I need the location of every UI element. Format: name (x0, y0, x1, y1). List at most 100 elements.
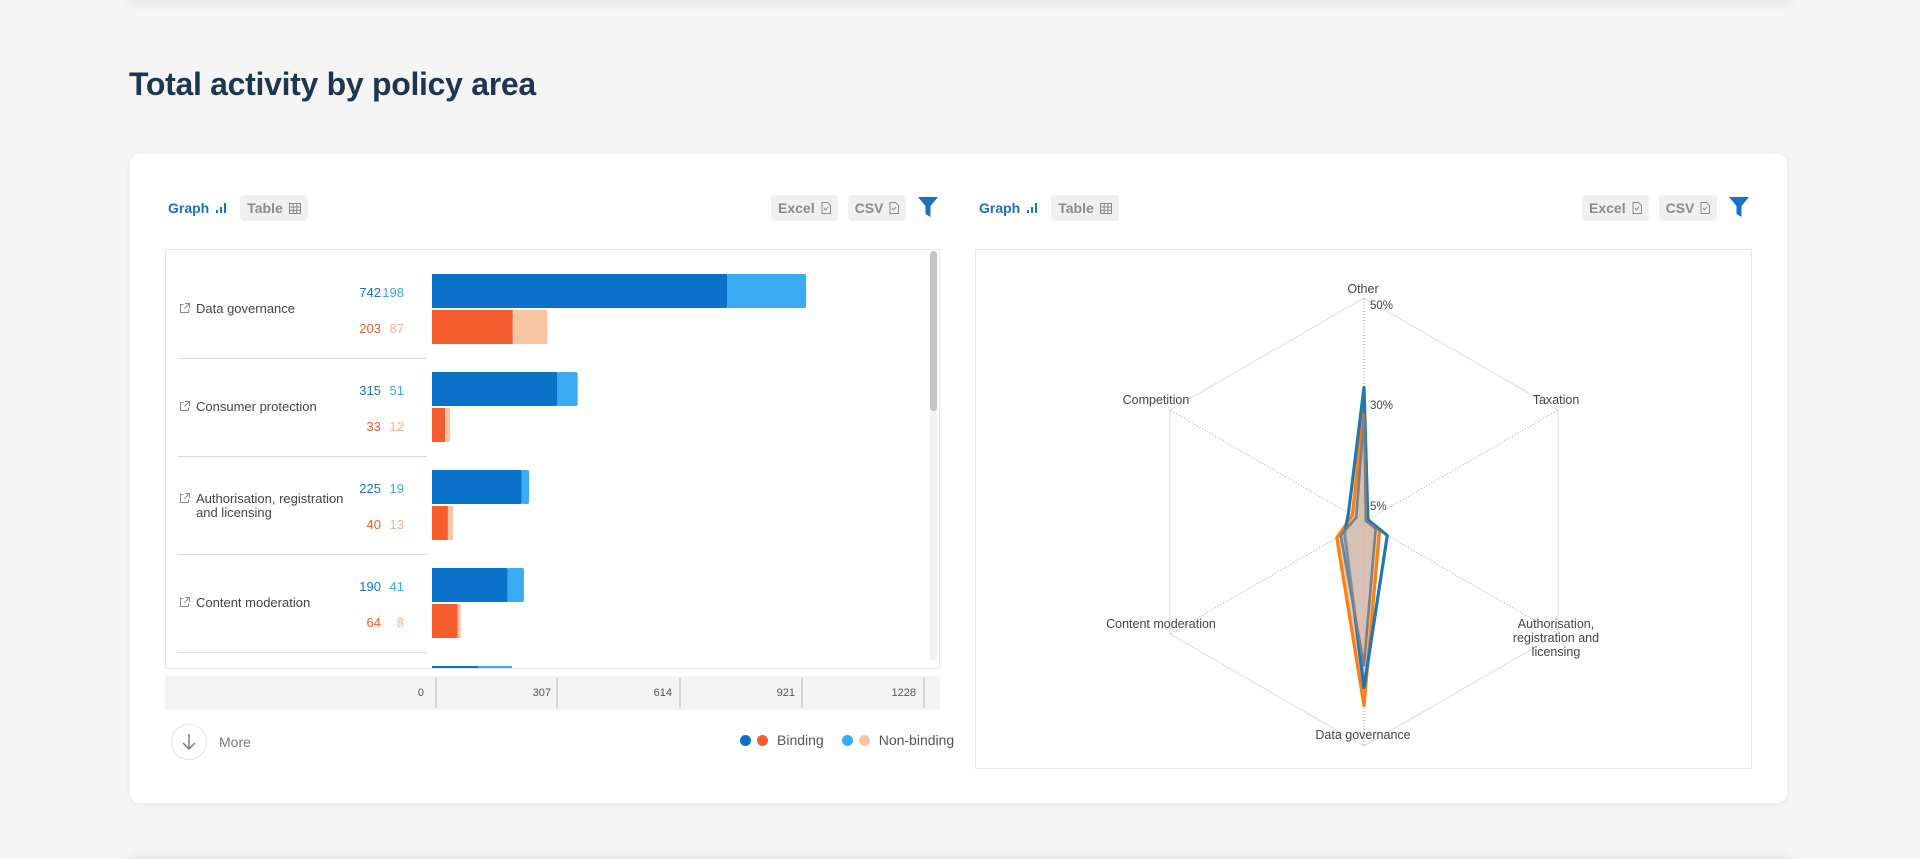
x-gridline (556, 678, 558, 708)
bar-non-binding-orange[interactable] (512, 310, 548, 344)
row-label[interactable]: Content moderation (179, 596, 349, 610)
row-label[interactable]: Data governance (179, 302, 349, 316)
legend-swatch-orange (757, 734, 768, 746)
right-csv-button[interactable]: CSV (1658, 195, 1718, 221)
x-tick-label: 307 (532, 687, 551, 699)
legend: Binding Non-binding (740, 732, 954, 748)
right-excel-button[interactable]: Excel (1582, 195, 1649, 221)
scroll-thumb[interactable] (930, 251, 937, 411)
bar-non-binding-orange[interactable] (447, 506, 454, 540)
radar-axis-label: Authorisation, registration and licensin… (1512, 617, 1600, 659)
bar-non-binding-blue[interactable] (507, 568, 524, 602)
left-excel-button[interactable]: Excel (771, 195, 838, 221)
radar-axis-label: Competition (1122, 393, 1190, 407)
row-label-text: Authorisation, registration and licensin… (196, 491, 344, 520)
external-link-icon (180, 401, 190, 411)
radar-tick-label: 30% (1370, 400, 1394, 412)
bar-chart-svg (432, 274, 807, 668)
right-graph-tab[interactable]: Graph (972, 195, 1045, 221)
binding-value: 315 (359, 383, 381, 398)
radar-axis-label: Data governance (1315, 728, 1411, 742)
table-grid-icon (1099, 202, 1112, 214)
radar-chart-panel: Other Taxation Authorisation, registrati… (975, 249, 1752, 769)
legend-binding-label: Binding (777, 732, 824, 748)
page-title: Total activity by policy area (129, 66, 536, 102)
bar-binding-blue[interactable] (432, 274, 728, 308)
row-label[interactable]: Authorisation, registration and licensin… (179, 492, 349, 520)
bar-non-binding-blue[interactable] (727, 274, 807, 308)
left-graph-tab[interactable]: Graph (161, 195, 234, 221)
binding-value: 190 (359, 579, 381, 594)
right-graph-label: Graph (979, 200, 1021, 216)
right-export-bar: Excel CSV (1582, 194, 1750, 222)
binding-value: 33 (366, 419, 381, 434)
binding-value: 64 (366, 615, 381, 630)
left-csv-button[interactable]: CSV (847, 195, 907, 221)
radar-axis-label: Taxation (1532, 393, 1580, 407)
bar-non-binding-orange[interactable] (445, 408, 450, 442)
binding-value: 225 (359, 481, 381, 496)
arrow-down-icon (171, 724, 207, 760)
file-icon (1700, 202, 1711, 214)
row-separator (178, 652, 427, 653)
x-tick-label: 1228 (891, 687, 916, 699)
legend-swatch-lightblue (841, 734, 853, 746)
left-export-bar: Excel CSV (771, 194, 939, 222)
bar-chart-icon (1027, 203, 1038, 213)
row-label-text: Data governance (196, 301, 296, 316)
bar-binding-orange[interactable] (432, 310, 513, 344)
left-view-toggle: Graph Table (161, 194, 308, 222)
bar-partial-next-row (478, 666, 512, 668)
radar-tick-label: 5% (1370, 501, 1387, 513)
file-icon (821, 202, 831, 214)
row-label-text: Consumer protection (196, 399, 317, 414)
x-tick-label: 0 (417, 687, 424, 699)
x-tick-label: 921 (776, 687, 795, 699)
bar-row: Data governance 742 198 203 87 (166, 250, 926, 359)
right-filter-funnel-icon[interactable] (1729, 197, 1750, 219)
left-table-tab[interactable]: Table (240, 195, 308, 221)
bar-partial-next-row (432, 666, 478, 668)
bar-binding-blue[interactable] (432, 568, 508, 602)
non-binding-value: 198 (382, 285, 404, 300)
radar-series-grey[interactable] (1339, 413, 1377, 667)
non-binding-value: 87 (389, 321, 404, 336)
bar-binding-orange[interactable] (432, 506, 448, 540)
x-gridline (435, 678, 437, 708)
left-excel-label: Excel (778, 200, 815, 216)
bar-non-binding-orange[interactable] (457, 604, 461, 638)
left-csv-label: CSV (854, 200, 884, 216)
row-label[interactable]: Consumer protection (179, 400, 349, 414)
external-link-icon (180, 597, 190, 607)
bar-non-binding-blue[interactable] (521, 470, 530, 504)
bar-non-binding-blue[interactable] (557, 372, 578, 406)
non-binding-value: 13 (389, 517, 404, 532)
radar-spoke (1363, 409, 1559, 523)
file-icon (889, 202, 900, 214)
radar-axis-label: Other (1347, 282, 1379, 296)
more-button[interactable]: More (171, 724, 251, 760)
radar-outer-grid (1169, 297, 1559, 747)
bar-row: Authorisation, registration and licensin… (166, 446, 926, 555)
right-table-tab[interactable]: Table (1051, 195, 1119, 221)
bar-binding-blue[interactable] (432, 372, 558, 406)
non-binding-value: 19 (389, 481, 404, 496)
non-binding-value: 51 (389, 383, 404, 398)
external-link-icon (180, 493, 190, 503)
legend-swatch-peach (858, 734, 870, 746)
bar-binding-orange[interactable] (432, 408, 446, 442)
bar-chart-panel: Data governance 742 198 203 87 Consumer … (165, 249, 940, 669)
left-table-label: Table (247, 200, 283, 216)
row-separator (178, 358, 427, 359)
legend-swatch-blue (740, 734, 751, 746)
legend-non-binding-label: Non-binding (878, 732, 955, 748)
right-table-label: Table (1058, 200, 1094, 216)
row-label-text: Content moderation (196, 595, 311, 610)
x-tick-label: 614 (653, 687, 672, 699)
bar-binding-orange[interactable] (432, 604, 458, 638)
left-filter-funnel-icon[interactable] (918, 197, 939, 219)
bar-binding-blue[interactable] (432, 470, 522, 504)
radar-series-blue[interactable] (1343, 386, 1389, 690)
x-gridline (801, 678, 803, 708)
bar-list-scrollbar[interactable] (930, 251, 937, 661)
